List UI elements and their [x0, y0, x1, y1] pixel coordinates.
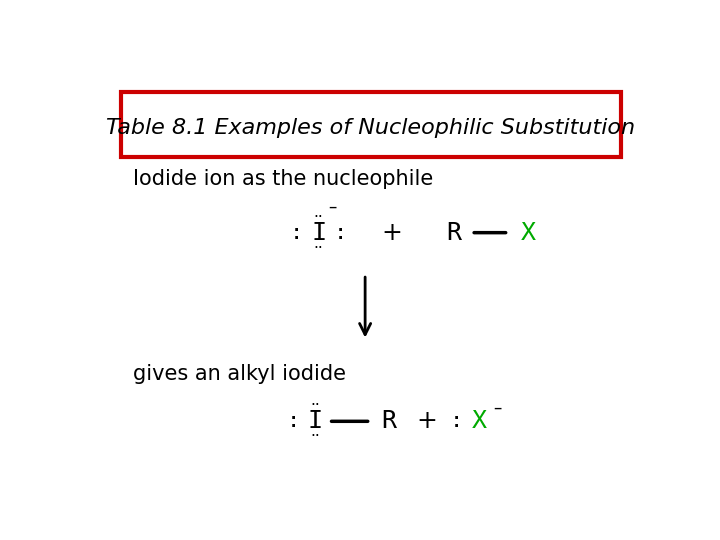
Text: ··: ·· [314, 240, 323, 255]
Text: :: : [450, 411, 463, 431]
Text: gives an alkyl iodide: gives an alkyl iodide [132, 364, 346, 384]
Text: X: X [472, 409, 487, 433]
Text: :: : [333, 222, 347, 242]
Text: Table 8.1 Examples of Nucleophilic Substitution: Table 8.1 Examples of Nucleophilic Subst… [106, 118, 635, 138]
Text: :: : [287, 411, 300, 431]
Text: –: – [493, 399, 502, 416]
Text: Iodide ion as the nucleophile: Iodide ion as the nucleophile [132, 169, 433, 189]
Text: R: R [446, 221, 462, 245]
Text: I: I [307, 409, 323, 433]
Text: +: + [382, 221, 402, 245]
Text: ··: ·· [310, 429, 320, 444]
Text: ··: ·· [310, 399, 320, 414]
FancyBboxPatch shape [121, 92, 621, 157]
Text: +: + [417, 409, 438, 433]
Text: –: – [328, 198, 337, 215]
Text: I: I [311, 221, 326, 245]
Text: R: R [381, 409, 396, 433]
Text: :: : [290, 222, 304, 242]
Text: X: X [521, 221, 536, 245]
Text: ··: ·· [314, 210, 323, 225]
